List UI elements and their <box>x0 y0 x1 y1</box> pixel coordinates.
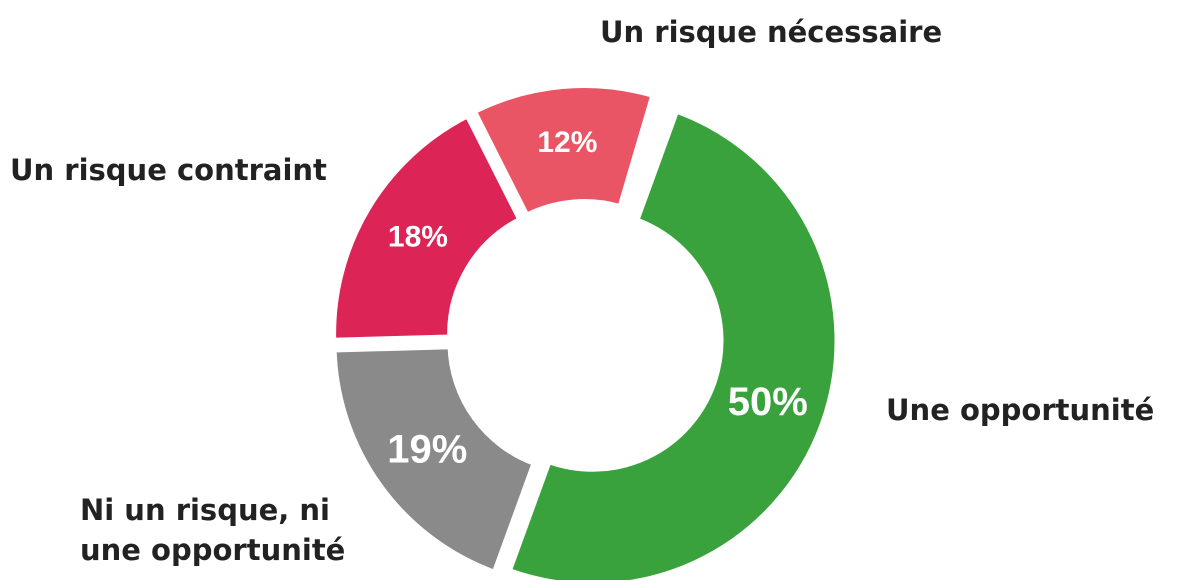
donut-slice <box>504 106 841 580</box>
donut-slice <box>330 343 539 577</box>
category-label: Un risque nécessaire <box>600 15 943 49</box>
donut-slice <box>330 111 525 344</box>
category-label: Une opportunité <box>886 393 1155 427</box>
value-label: 18% <box>388 220 448 253</box>
value-label: 19% <box>387 427 467 471</box>
value-label: 50% <box>728 380 808 424</box>
category-label: Un risque contraint <box>10 153 327 187</box>
category-label: Ni un risque, ni une opportunité <box>80 493 346 567</box>
donut-slice <box>469 82 658 220</box>
value-label: 12% <box>537 126 597 159</box>
